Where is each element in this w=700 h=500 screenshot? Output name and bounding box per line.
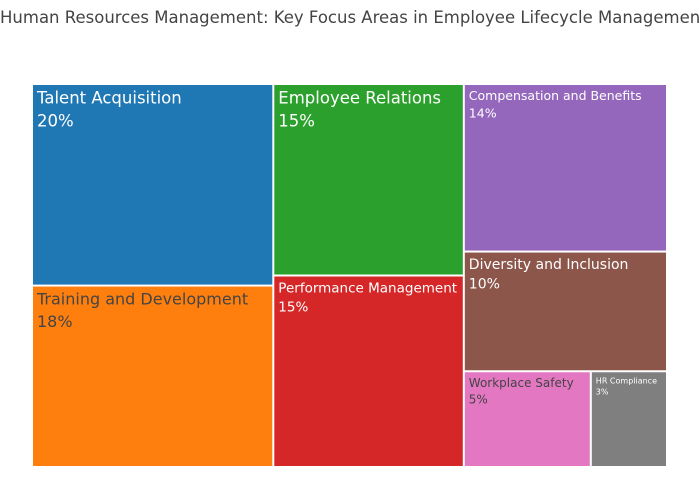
tile-hr-compliance[interactable]: HR Compliance 3% — [591, 372, 666, 466]
tile-rect-performance-management[interactable] — [274, 276, 463, 467]
tile-label-talent-acquisition: Talent Acquisition — [36, 89, 182, 108]
tile-rect-workplace-safety[interactable] — [464, 372, 590, 466]
tile-employee-relations[interactable]: Employee Relations 15% — [274, 85, 463, 275]
tile-label-diversity-and-inclusion: Diversity and Inclusion — [469, 257, 629, 273]
tile-value-compensation-and-benefits: 14% — [469, 106, 497, 121]
tile-value-performance-management: 15% — [278, 299, 308, 315]
tile-label-compensation-and-benefits: Compensation and Benefits — [469, 88, 642, 103]
tile-training-and-development[interactable]: Training and Development 18% — [33, 286, 273, 466]
tile-label-hr-compliance: HR Compliance — [596, 376, 657, 385]
tile-label-training-and-development: Training and Development — [36, 290, 248, 309]
tile-rect-compensation-and-benefits[interactable] — [464, 85, 666, 251]
tile-value-talent-acquisition: 20% — [37, 112, 74, 131]
tile-value-training-and-development: 18% — [37, 312, 73, 331]
tile-rect-talent-acquisition[interactable] — [33, 85, 273, 285]
tile-value-diversity-and-inclusion: 10% — [469, 276, 500, 292]
tile-rect-employee-relations[interactable] — [274, 85, 463, 275]
tile-rect-training-and-development[interactable] — [33, 286, 273, 466]
tile-value-employee-relations: 15% — [278, 112, 315, 131]
tile-value-workplace-safety: 5% — [469, 393, 488, 407]
tile-value-hr-compliance: 3% — [596, 387, 609, 396]
tile-rect-hr-compliance[interactable] — [591, 372, 666, 466]
tile-label-employee-relations: Employee Relations — [278, 89, 441, 108]
tile-diversity-and-inclusion[interactable]: Diversity and Inclusion 10% — [464, 252, 666, 371]
tile-rect-diversity-and-inclusion[interactable] — [464, 252, 666, 371]
tile-performance-management[interactable]: Performance Management 15% — [274, 276, 463, 467]
tile-compensation-and-benefits[interactable]: Compensation and Benefits 14% — [464, 85, 666, 251]
tile-label-performance-management: Performance Management — [278, 280, 457, 296]
tile-workplace-safety[interactable]: Workplace Safety 5% — [464, 372, 590, 466]
tile-talent-acquisition[interactable]: Talent Acquisition 20% — [33, 85, 273, 285]
tile-label-workplace-safety: Workplace Safety — [469, 376, 574, 390]
chart-title: Human Resources Management: Key Focus Ar… — [0, 8, 700, 27]
